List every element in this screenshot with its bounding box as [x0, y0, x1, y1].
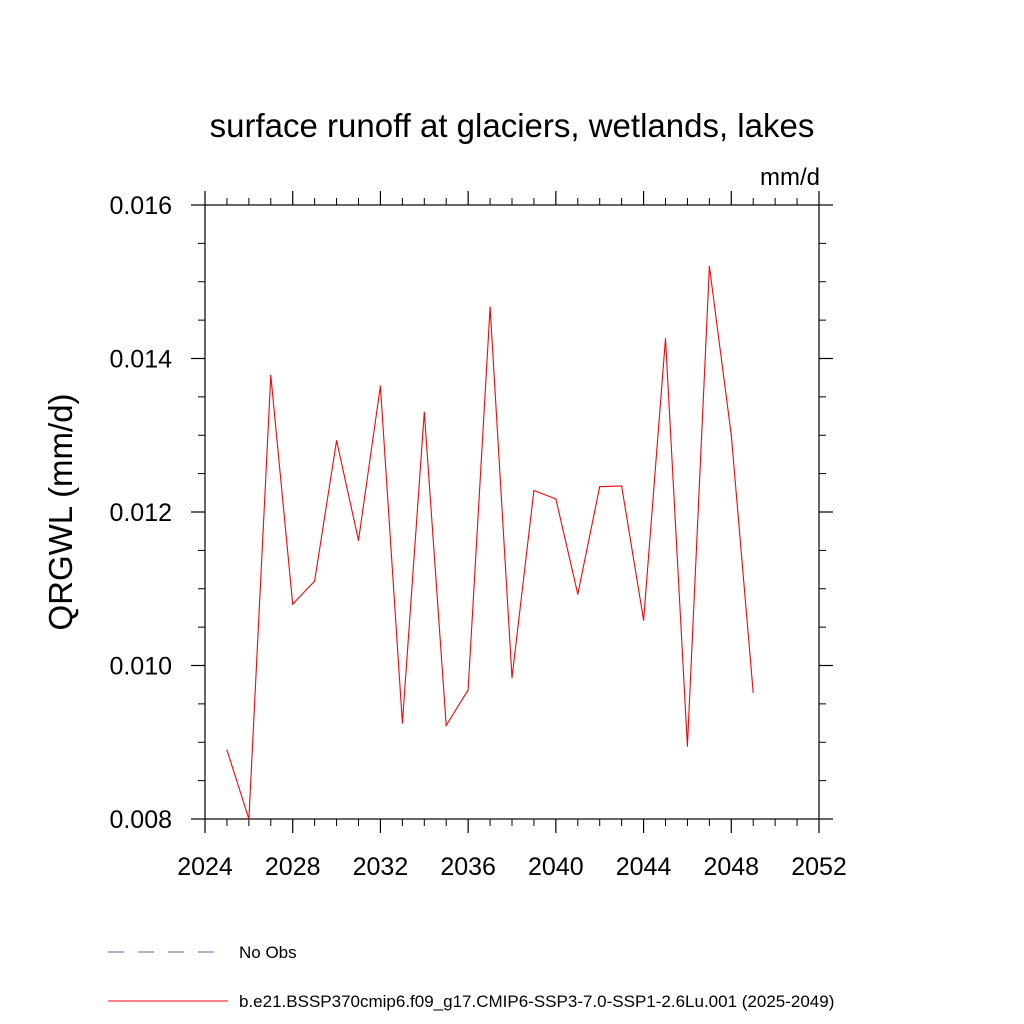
units-label: mm/d	[760, 164, 820, 191]
x-tick-label: 2028	[265, 853, 321, 881]
data-point	[489, 306, 491, 308]
chart-title: surface runoff at glaciers, wetlands, la…	[210, 107, 815, 144]
data-point	[533, 489, 535, 492]
data-point	[270, 374, 272, 376]
x-tick-label: 2032	[353, 853, 409, 881]
data-point	[599, 486, 601, 488]
x-tick-label: 2036	[440, 853, 496, 881]
y-tick-label: 0.014	[109, 346, 172, 374]
data-point	[621, 485, 623, 487]
y-axis-label: QRGWL (mm/d)	[42, 393, 79, 630]
x-tick-label: 2024	[177, 853, 233, 881]
y-tick-label: 0.016	[109, 192, 172, 220]
data-point	[226, 749, 228, 751]
data-point	[335, 440, 338, 442]
data-point	[467, 689, 469, 691]
data-point	[752, 691, 754, 693]
data-point	[686, 745, 689, 747]
data-point	[664, 337, 667, 340]
data-point	[314, 580, 316, 582]
data-point	[642, 619, 645, 621]
y-tick-label: 0.012	[109, 499, 172, 527]
data-point	[730, 434, 732, 436]
data-point	[445, 724, 447, 726]
x-tick-label: 2048	[703, 853, 759, 881]
data-point	[423, 411, 425, 413]
data-point	[292, 603, 294, 605]
legend-label: No Obs	[239, 943, 297, 962]
data-point	[511, 677, 513, 679]
data-point	[577, 593, 579, 595]
data-point	[379, 385, 382, 387]
x-tick-label: 2040	[528, 853, 584, 881]
y-tick-label: 0.010	[109, 653, 172, 681]
y-tick-label: 0.008	[109, 806, 172, 834]
data-point	[357, 539, 360, 541]
x-tick-label: 2044	[616, 853, 672, 881]
data-point	[708, 265, 710, 267]
data-point	[248, 818, 250, 820]
x-tick-label: 2052	[791, 853, 847, 881]
legend-label: b.e21.BSSP370cmip6.f09_g17.CMIP6-SSP3-7.…	[239, 992, 834, 1011]
legend: No Obs b.e21.BSSP370cmip6.f09_g17.CMIP6-S…	[108, 943, 834, 1011]
data-point	[555, 498, 557, 500]
axis-ticks: 2024 2028 2032 2036 2040 2044 2048 2052 0.008 0.0…	[109, 191, 847, 881]
series-lines	[226, 265, 754, 820]
data-point	[401, 722, 403, 724]
